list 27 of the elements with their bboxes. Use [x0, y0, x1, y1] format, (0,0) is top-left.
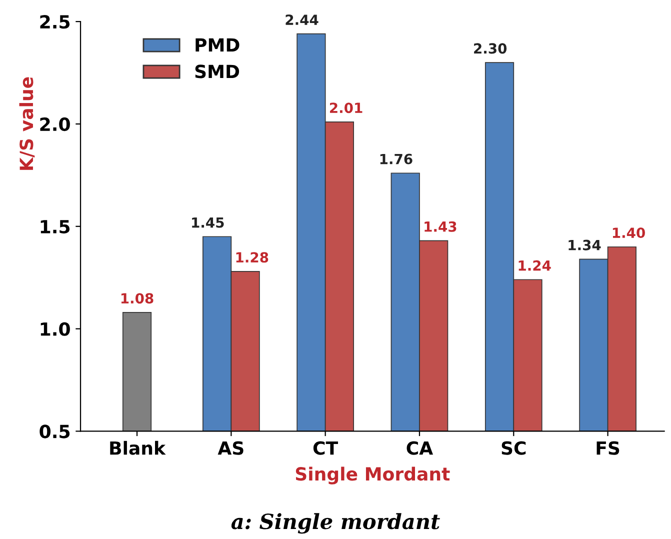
x-tick-label: Blank: [110, 440, 166, 455]
data-label: 1.08: [121, 293, 154, 304]
data-label: 1.45: [192, 217, 224, 228]
y-tick-label: 1.5: [40, 220, 70, 234]
data-label: 2.30: [474, 43, 507, 54]
legend-label: PMD: [196, 38, 240, 52]
data-label: 1.43: [424, 221, 456, 232]
data-label: 1.40: [612, 228, 645, 238]
x-tick-label: FS: [596, 441, 620, 455]
y-tick-label: 1.0: [40, 322, 70, 336]
data-label: 1.24: [518, 260, 551, 271]
data-label: 1.34: [568, 240, 601, 250]
data-label: 1.76: [380, 154, 412, 164]
y-tick-label: 0.5: [40, 424, 70, 438]
data-label: 1.28: [236, 252, 268, 263]
x-tick-label: CA: [406, 441, 434, 455]
y-axis-title: K/S value: [19, 77, 35, 170]
y-tick-label: 2.5: [40, 15, 70, 29]
x-tick-label: AS: [218, 441, 244, 455]
legend-label: SMD: [195, 64, 240, 78]
data-label: 2.01: [330, 102, 362, 114]
y-tick-label: 2.0: [40, 117, 70, 132]
data-label: 2.44: [286, 14, 318, 25]
x-tick-label: CT: [313, 441, 338, 455]
text: a: Single mordant: [231, 513, 440, 534]
x-axis-title: Single Mordant: [296, 466, 450, 484]
x-tick-label: SC: [502, 441, 526, 455]
